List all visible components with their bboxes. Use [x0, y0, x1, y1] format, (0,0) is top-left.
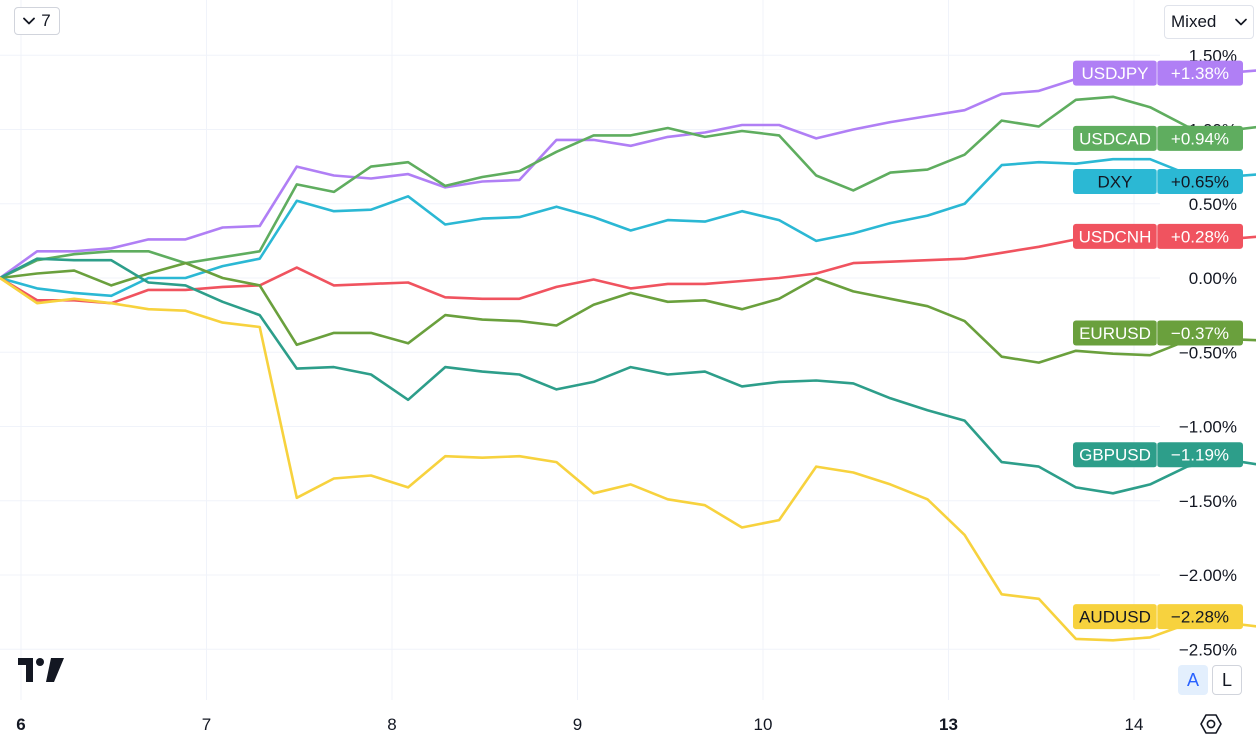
- gear-icon[interactable]: [1198, 711, 1224, 737]
- series-name-badge: [1073, 223, 1157, 249]
- series-badges: USDJPY +1.38% USDCAD +0.94% DXY +0.65% USDCNH +…: [1073, 60, 1243, 630]
- x-tick-label: 13: [939, 715, 958, 734]
- series-value-label: −2.28%: [1171, 608, 1229, 627]
- series-value-badge: [1157, 604, 1243, 630]
- series-name-label: AUDUSD: [1079, 608, 1151, 627]
- series-badge-usdcad: USDCAD +0.94%: [1073, 125, 1243, 151]
- chevron-down-icon: [23, 17, 36, 25]
- series-line-dxy[interactable]: [0, 157, 1256, 298]
- series-value-label: +0.28%: [1171, 227, 1229, 246]
- series-badge-usdjpy: USDJPY +1.38%: [1073, 60, 1243, 86]
- series-line-usdcad[interactable]: [0, 95, 1256, 280]
- series-name-badge: [1073, 60, 1157, 86]
- series-value-label: +0.94%: [1171, 129, 1229, 148]
- series-value-label: −1.19%: [1171, 446, 1229, 465]
- series-name-badge: [1073, 442, 1157, 468]
- y-tick-label: −2.00%: [1179, 566, 1237, 585]
- series-value-label: +0.65%: [1171, 172, 1229, 191]
- log-scale-button[interactable]: L: [1212, 665, 1242, 695]
- x-tick-label: 6: [16, 715, 25, 734]
- series-line-gbpusd[interactable]: [0, 257, 1256, 495]
- x-tick-label: 9: [573, 715, 582, 734]
- series-badge-audusd: AUDUSD −2.28%: [1073, 604, 1243, 630]
- scale-mode-dropdown[interactable]: Mixed: [1164, 5, 1254, 39]
- y-tick-label: 0.50%: [1189, 195, 1237, 214]
- y-tick-label: −1.00%: [1179, 418, 1237, 437]
- series-name-label: USDJPY: [1081, 64, 1148, 83]
- x-tick-label: 8: [387, 715, 396, 734]
- series-name-label: GBPUSD: [1079, 446, 1151, 465]
- series-badge-dxy: DXY +0.65%: [1073, 168, 1243, 194]
- y-tick-label: −0.50%: [1179, 343, 1237, 362]
- x-tick-label: 10: [754, 715, 773, 734]
- series-value-label: +1.38%: [1171, 64, 1229, 83]
- auto-scale-button[interactable]: A: [1178, 665, 1208, 695]
- y-tick-label: −1.50%: [1179, 492, 1237, 511]
- series-name-badge: [1073, 125, 1157, 151]
- series-value-badge: [1157, 60, 1243, 86]
- y-tick-label: 1.50%: [1189, 46, 1237, 65]
- series-value-badge: [1157, 168, 1243, 194]
- tradingview-logo-icon: [18, 658, 64, 687]
- series-badge-eurusd: EURUSD −0.37%: [1073, 320, 1243, 346]
- series-value-badge: [1157, 320, 1243, 346]
- series-line-eurusd[interactable]: [0, 261, 1256, 364]
- series-badge-usdcnh: USDCNH +0.28%: [1073, 223, 1243, 249]
- y-tick-label: 0.00%: [1189, 269, 1237, 288]
- series-line-usdjpy[interactable]: [0, 69, 1256, 280]
- y-tick-label: −2.50%: [1179, 640, 1237, 659]
- series-lines[interactable]: [0, 69, 1256, 642]
- series-name-badge: [1073, 320, 1157, 346]
- series-badge-gbpusd: GBPUSD −1.19%: [1073, 442, 1243, 468]
- series-name-label: USDCAD: [1079, 129, 1151, 148]
- x-axis-ticks: 6 7 8 9 10 13 14: [16, 715, 1143, 734]
- series-value-badge: [1157, 442, 1243, 468]
- x-tick-label: 7: [202, 715, 211, 734]
- series-line-audusd[interactable]: [0, 276, 1256, 642]
- scale-mode-label: Mixed: [1171, 12, 1217, 31]
- interval-dropdown-button[interactable]: 7: [14, 7, 60, 35]
- series-name-label: EURUSD: [1079, 324, 1151, 343]
- series-value-badge: [1157, 125, 1243, 151]
- series-name-label: USDCNH: [1079, 227, 1152, 246]
- chevron-down-icon: [1235, 18, 1247, 26]
- series-name-badge: [1073, 604, 1157, 630]
- series-name-label: DXY: [1098, 172, 1133, 191]
- series-name-badge: [1073, 168, 1157, 194]
- series-value-label: −0.37%: [1171, 324, 1229, 343]
- grid-lines: [0, 0, 1160, 700]
- interval-label: 7: [41, 11, 51, 30]
- x-tick-label: 14: [1125, 715, 1144, 734]
- series-value-badge: [1157, 223, 1243, 249]
